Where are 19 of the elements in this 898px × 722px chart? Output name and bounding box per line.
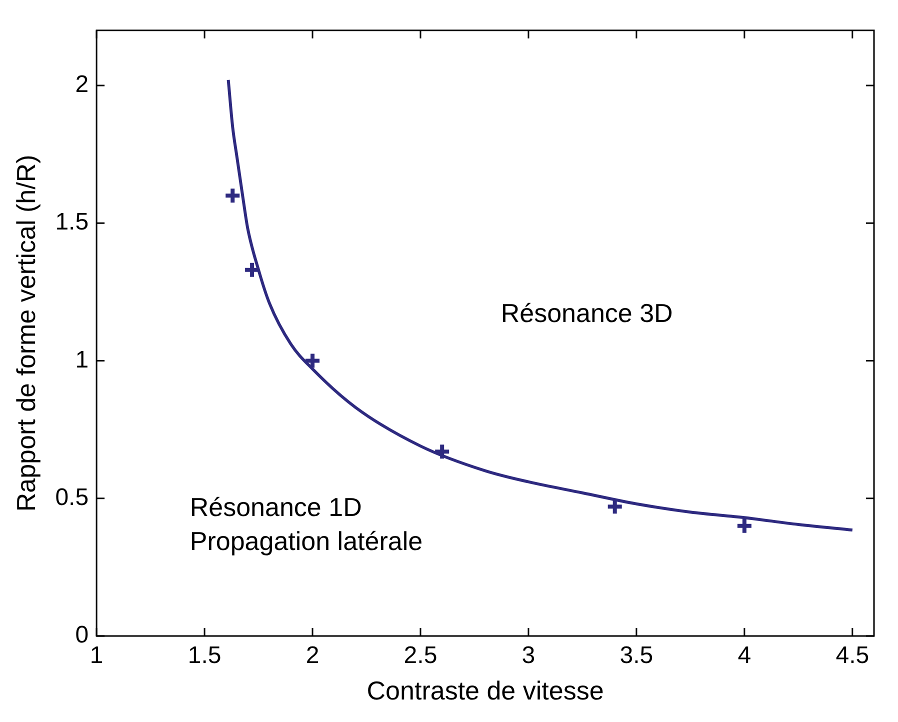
y-tick-label: 0 <box>75 622 89 649</box>
point <box>224 186 242 205</box>
annotation: Résonance 1D Propagation latérale <box>190 492 423 556</box>
point <box>304 352 322 370</box>
x-tick-label: 3 <box>522 642 536 670</box>
y-tick-label: 2 <box>75 71 89 98</box>
y-tick-label: 0.5 <box>55 484 89 511</box>
annotation: Résonance 3D <box>500 298 673 328</box>
x-axis-title: Contraste de vitesse <box>366 676 604 706</box>
y-tick-label: 1.5 <box>55 208 89 236</box>
x-tick-label: 4 <box>738 642 752 670</box>
x-tick-label: 3.5 <box>620 642 654 670</box>
y-tick-label: 1 <box>75 346 89 374</box>
x-tick-label: 2 <box>306 642 320 670</box>
x-tick-label: 4.5 <box>836 642 870 670</box>
y-axis-title: Rapport de forme vertical (h/R) <box>10 154 41 512</box>
point <box>433 442 452 461</box>
x-tick-label: 2.5 <box>404 642 438 670</box>
x-tick-label: 1.5 <box>188 642 222 670</box>
